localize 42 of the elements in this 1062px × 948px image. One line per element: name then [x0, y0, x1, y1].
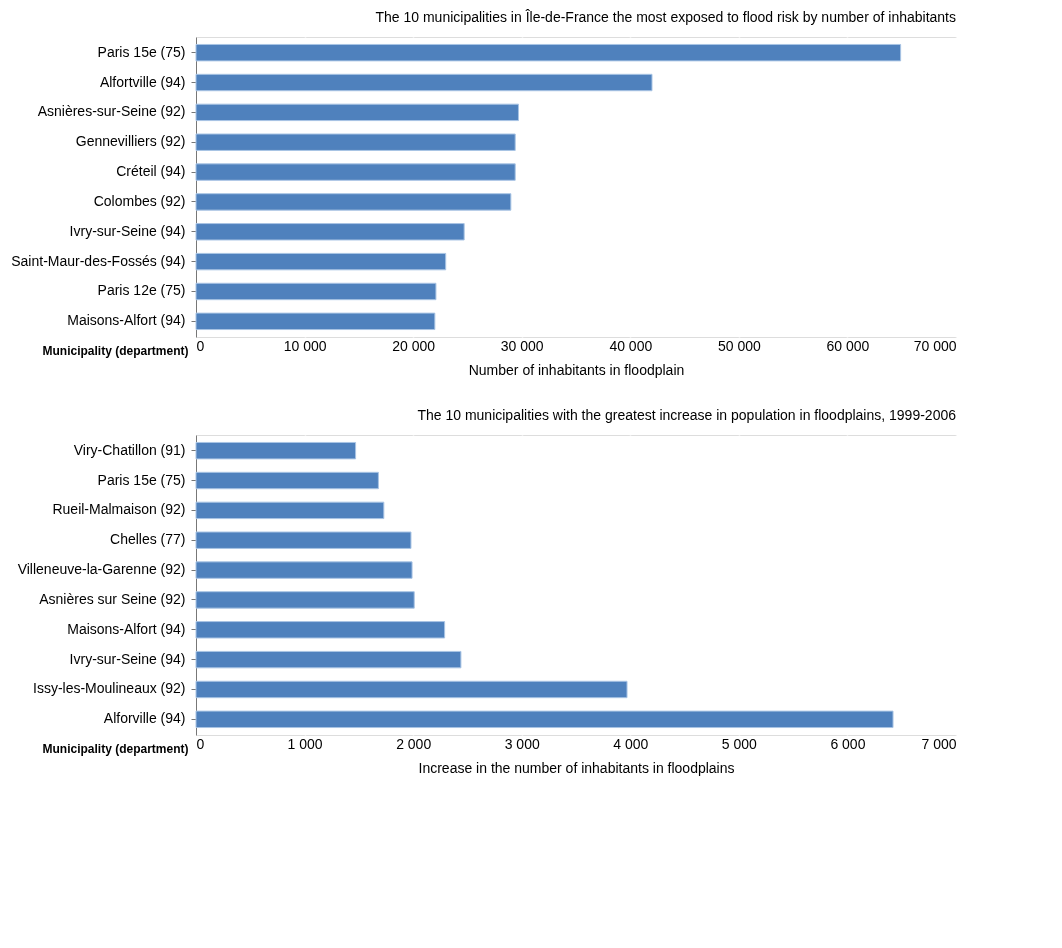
- y-tick-label: Paris 15e (75): [97, 43, 186, 60]
- y-tick-label: Paris 15e (75): [97, 471, 186, 488]
- x-tick-label: 0: [196, 337, 205, 354]
- x-tick-label: 30 000: [500, 337, 544, 354]
- y-tick-label: Alforville (94): [103, 710, 186, 727]
- y-tick-label: Villeneuve-la-Garenne (92): [17, 561, 186, 578]
- y-tick-label: Colombes (92): [93, 192, 186, 209]
- x-tick-label: 6 000: [830, 735, 866, 752]
- y-axis-title: Municipality (department): [42, 741, 189, 756]
- x-axis-title: Number of inhabitants in floodplain: [468, 361, 685, 378]
- x-tick-label: 70 000: [913, 337, 957, 354]
- x-axis-title: Increase in the number of inhabitants in floodplains: [418, 759, 735, 776]
- x-tick-label: 2 000: [396, 735, 432, 752]
- y-tick-label: Maisons-Alfort (94): [67, 312, 186, 329]
- y-tick-label: Gennevilliers (92): [75, 133, 186, 150]
- x-tick-label: 0: [196, 735, 205, 752]
- chart-title: The 10 municipalities in Île-de-France the most exposed to flood risk by number of inhabitants: [375, 9, 956, 25]
- y-tick-label: Ivry-sur-Seine (94): [69, 222, 186, 239]
- y-tick-label: Asnières sur Seine (92): [39, 590, 186, 607]
- y-tick-label: Issy-les-Moulineaux (92): [33, 680, 186, 697]
- y-tick-label: Alfortville (94): [99, 73, 186, 90]
- x-tick-label: 4 000: [613, 735, 649, 752]
- x-tick-label: 60 000: [826, 337, 870, 354]
- chart-title: The 10 municipalities with the greatest increase in population in floodplains, 1999-2006: [417, 407, 957, 423]
- y-tick-label: Chelles (77): [110, 531, 186, 548]
- y-axis-title: Municipality (department): [42, 343, 189, 358]
- x-tick-label: 20 000: [392, 337, 436, 354]
- y-tick-label: Asnières-sur-Seine (92): [37, 103, 186, 120]
- y-tick-label: Créteil (94): [116, 163, 186, 180]
- x-tick-label: 1 000: [287, 735, 323, 752]
- x-tick-label: 7 000: [921, 735, 957, 752]
- x-tick-label: 3 000: [504, 735, 540, 752]
- y-tick-label: Paris 12e (75): [97, 282, 186, 299]
- y-tick-label: Maisons-Alfort (94): [67, 620, 186, 637]
- x-tick-label: 50 000: [717, 337, 761, 354]
- x-tick-label: 5 000: [721, 735, 758, 752]
- y-tick-label: Saint-Maur-des-Fossés (94): [11, 252, 186, 269]
- y-tick-label: Ivry-sur-Seine (94): [69, 650, 186, 667]
- y-tick-label: Viry-Chatillon (91): [73, 441, 186, 458]
- y-tick-label: Rueil-Malmaison (92): [52, 501, 186, 518]
- x-tick-label: 10 000: [283, 337, 327, 354]
- x-tick-label: 40 000: [609, 337, 653, 354]
